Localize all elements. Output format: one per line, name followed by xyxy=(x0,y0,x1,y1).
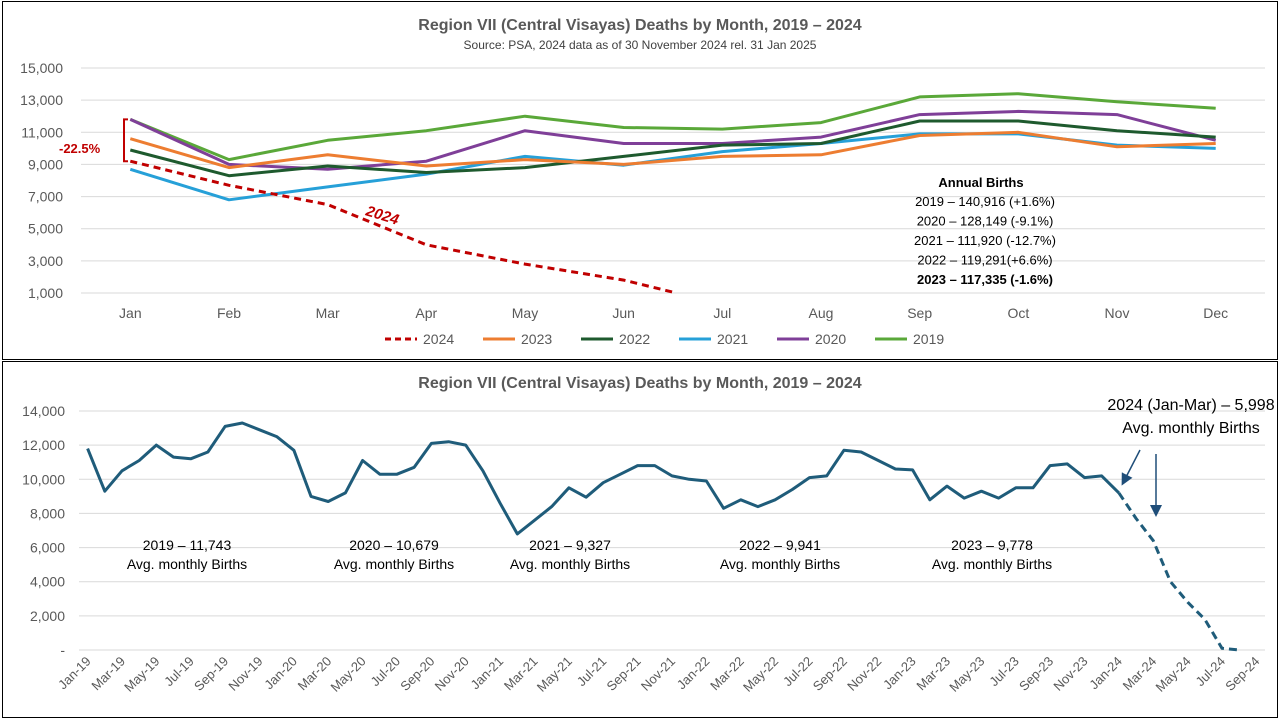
monthly-deaths-line-chart: Region VII (Central Visayas) Deaths by M… xyxy=(3,2,1277,359)
x-tick-label: Nov-20 xyxy=(432,654,472,694)
y-tick-label: 15,000 xyxy=(20,60,63,76)
legend-label-2023: 2023 xyxy=(521,331,552,347)
annual-births-entry: 2020 – 128,149 (-9.1%) xyxy=(917,214,1054,229)
x-tick-label: Jan-23 xyxy=(880,654,919,693)
legend-label-2024: 2024 xyxy=(423,331,454,347)
x-tick-label: May-22 xyxy=(740,654,781,695)
x-tick-label: May-24 xyxy=(1153,654,1194,695)
x-tick-label: Jan-20 xyxy=(261,654,300,693)
y-tick-label: 3,000 xyxy=(28,253,63,269)
y-tick-label: 5,000 xyxy=(28,221,63,237)
average-annotation-line1: 2023 – 9,778 xyxy=(951,537,1033,553)
y-tick-label: - xyxy=(60,642,65,658)
x-tick-label: Mar-21 xyxy=(501,654,541,694)
monthly-deaths-timeline-chart: Region VII (Central Visayas) Deaths by M… xyxy=(3,362,1277,717)
callout-2024-line2: Avg. monthly Births xyxy=(1122,420,1260,437)
x-tick-label: Mar-20 xyxy=(295,654,335,694)
x-tick-label: Sep xyxy=(907,305,932,321)
y-tick-label: 6,000 xyxy=(30,540,65,556)
percent-change-bracket xyxy=(124,119,128,161)
average-annotation-line2: Avg. monthly Births xyxy=(720,556,840,572)
x-tick-label: Feb xyxy=(217,305,241,321)
x-tick-label: May-23 xyxy=(946,654,987,695)
x-tick-label: Nov-22 xyxy=(844,654,884,694)
series-line-2024 xyxy=(130,161,676,293)
x-tick-label: Jun xyxy=(612,305,635,321)
callout-arrow-1 xyxy=(1123,450,1140,483)
annual-births-title: Annual Births xyxy=(938,175,1023,190)
x-tick-label: May-21 xyxy=(534,654,575,695)
x-tick-label: Mar-22 xyxy=(707,654,747,694)
x-tick-label: Mar-19 xyxy=(88,654,128,694)
average-annotation-line2: Avg. monthly Births xyxy=(932,556,1052,572)
average-annotation-line2: Avg. monthly Births xyxy=(334,556,454,572)
monthly-deaths-timeline-panel: Region VII (Central Visayas) Deaths by M… xyxy=(2,361,1278,718)
x-tick-label: Aug xyxy=(809,305,834,321)
x-tick-label: Mar-23 xyxy=(913,654,953,694)
annual-births-entry: 2023 – 117,335 (-1.6%) xyxy=(917,272,1053,287)
y-tick-label: 4,000 xyxy=(30,574,65,590)
x-tick-label: Nov-23 xyxy=(1050,654,1090,694)
x-tick-label: Sep-23 xyxy=(1016,654,1056,694)
percent-change-label: -22.5% xyxy=(59,141,101,156)
x-tick-label: May-19 xyxy=(121,654,162,695)
x-tick-label: May xyxy=(512,305,538,321)
y-tick-label: 1,000 xyxy=(28,285,63,301)
x-tick-label: Sep-21 xyxy=(603,654,643,694)
x-tick-label: Jan-21 xyxy=(468,654,507,693)
y-tick-label: 10,000 xyxy=(22,471,65,487)
y-tick-label: 9,000 xyxy=(28,156,63,172)
x-tick-label: Oct xyxy=(1007,305,1029,321)
average-annotation-line1: 2021 – 9,327 xyxy=(529,537,611,553)
chart-title: Region VII (Central Visayas) Deaths by M… xyxy=(418,375,862,392)
legend-label-2019: 2019 xyxy=(913,331,944,347)
annual-births-entry: 2019 – 140,916 (+1.6%) xyxy=(915,194,1055,209)
average-annotation-line1: 2019 – 11,743 xyxy=(143,537,232,553)
legend-label-2022: 2022 xyxy=(619,331,650,347)
x-tick-label: Mar xyxy=(316,305,340,321)
x-tick-label: Jul xyxy=(713,305,731,321)
x-tick-label: Jan-19 xyxy=(55,654,94,693)
x-tick-label: Nov-21 xyxy=(638,654,678,694)
series-line-solid xyxy=(88,423,1119,534)
x-tick-label: Dec xyxy=(1203,305,1228,321)
y-tick-label: 13,000 xyxy=(20,92,63,108)
x-tick-label: Nov-19 xyxy=(225,654,265,694)
average-annotation-line1: 2020 – 10,679 xyxy=(349,537,439,553)
y-tick-label: 2,000 xyxy=(30,608,65,624)
chart-title: Region VII (Central Visayas) Deaths by M… xyxy=(418,17,862,34)
x-tick-label: Jan-22 xyxy=(674,654,713,693)
y-tick-label: 12,000 xyxy=(22,437,65,453)
legend-label-2021: 2021 xyxy=(717,331,748,347)
chart-subtitle: Source: PSA, 2024 data as of 30 November… xyxy=(464,38,817,52)
monthly-deaths-by-year-panel: Region VII (Central Visayas) Deaths by M… xyxy=(2,1,1278,360)
x-tick-label: Sep-19 xyxy=(191,654,231,694)
x-tick-label: Sep-20 xyxy=(397,654,437,694)
y-tick-label: 11,000 xyxy=(21,124,63,140)
annual-births-entry: 2022 – 119,291(+6.6%) xyxy=(917,253,1052,268)
x-tick-label: Jan-24 xyxy=(1086,654,1125,693)
average-annotation-line2: Avg. monthly Births xyxy=(510,556,630,572)
x-tick-label: Sep-24 xyxy=(1222,654,1262,694)
average-annotation-line2: Avg. monthly Births xyxy=(127,556,247,572)
y-tick-label: 8,000 xyxy=(30,505,65,521)
annual-births-entry: 2021 – 111,920 (-12.7%) xyxy=(914,233,1056,248)
x-tick-label: Apr xyxy=(415,305,437,321)
average-annotation-line1: 2022 – 9,941 xyxy=(739,537,821,553)
x-tick-label: Mar-24 xyxy=(1120,654,1160,694)
x-tick-label: Jan xyxy=(119,305,142,321)
series-2024-label: 2024 xyxy=(363,202,401,228)
callout-2024-line1: 2024 (Jan-Mar) – 5,998 xyxy=(1107,397,1274,414)
y-tick-label: 7,000 xyxy=(28,189,63,205)
series-line-2024-dashed xyxy=(1119,493,1239,650)
x-tick-label: Nov xyxy=(1105,305,1130,321)
x-tick-label: Sep-22 xyxy=(810,654,850,694)
y-tick-label: 14,000 xyxy=(22,403,65,419)
legend-label-2020: 2020 xyxy=(815,331,846,347)
chart-canvas: Region VII (Central Visayas) Deaths by M… xyxy=(0,0,1280,720)
x-tick-label: May-20 xyxy=(327,654,368,695)
